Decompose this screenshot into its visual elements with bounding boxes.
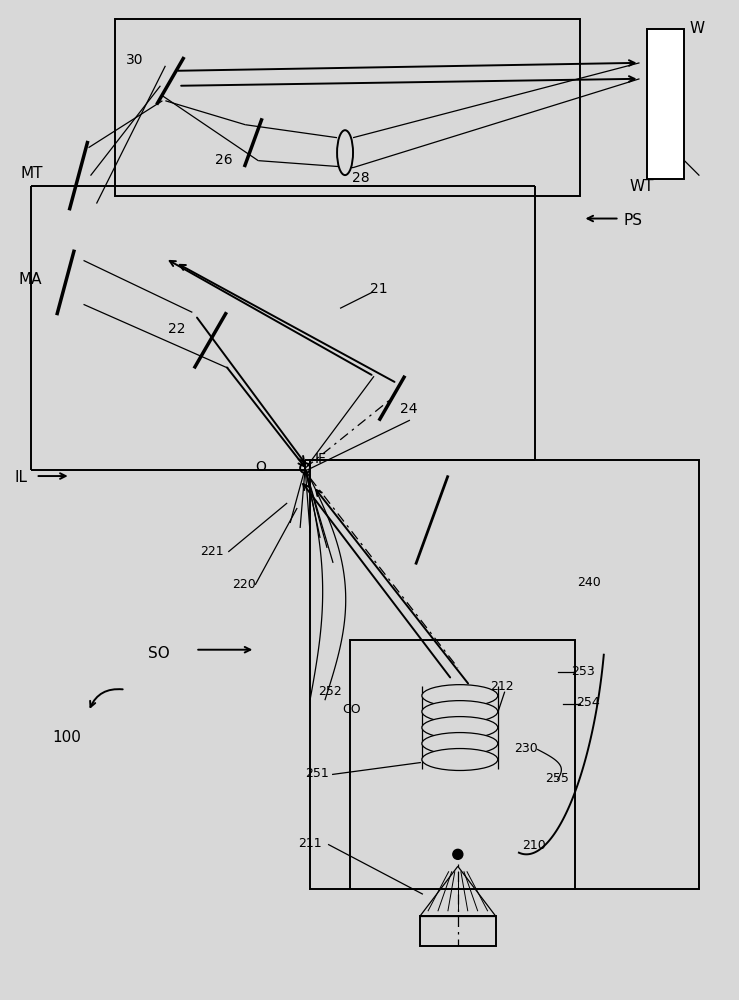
Text: 230: 230 [514, 742, 537, 755]
Text: 21: 21 [370, 282, 388, 296]
Text: 100: 100 [52, 730, 81, 745]
Bar [420, 916, 496, 946]
Text: CO: CO [342, 703, 361, 716]
Text: 211: 211 [298, 837, 321, 850]
Text: SO: SO [149, 646, 170, 661]
Ellipse shape [422, 717, 498, 739]
Text: 22: 22 [168, 322, 186, 336]
Circle shape [453, 849, 463, 859]
Text: 220: 220 [232, 578, 256, 591]
Text: 28: 28 [352, 171, 370, 185]
Text: 24: 24 [400, 402, 418, 416]
Text: IF: IF [315, 452, 327, 466]
Ellipse shape [422, 733, 498, 755]
Bar [647, 29, 684, 179]
Text: 26: 26 [215, 153, 233, 167]
Text: MT: MT [21, 166, 43, 181]
Text: 30: 30 [126, 53, 143, 67]
Text: 252: 252 [318, 685, 342, 698]
Text: 253: 253 [572, 665, 596, 678]
Ellipse shape [422, 749, 498, 770]
Text: 240: 240 [578, 576, 602, 589]
Text: 210: 210 [522, 839, 545, 852]
Bar [310, 460, 699, 889]
Text: W: W [689, 21, 704, 36]
Text: IL: IL [15, 470, 27, 485]
Bar [350, 640, 575, 889]
Text: WT: WT [630, 179, 654, 194]
Ellipse shape [422, 685, 498, 707]
Text: 221: 221 [200, 545, 224, 558]
Text: 251: 251 [305, 767, 329, 780]
Text: O: O [255, 460, 266, 474]
Text: 212: 212 [490, 680, 514, 693]
Text: 255: 255 [545, 772, 568, 785]
Ellipse shape [422, 701, 498, 723]
Text: PS: PS [624, 213, 642, 228]
Bar [115, 19, 579, 196]
Ellipse shape [337, 130, 353, 175]
Text: MA: MA [18, 272, 42, 287]
Text: 254: 254 [576, 696, 600, 709]
